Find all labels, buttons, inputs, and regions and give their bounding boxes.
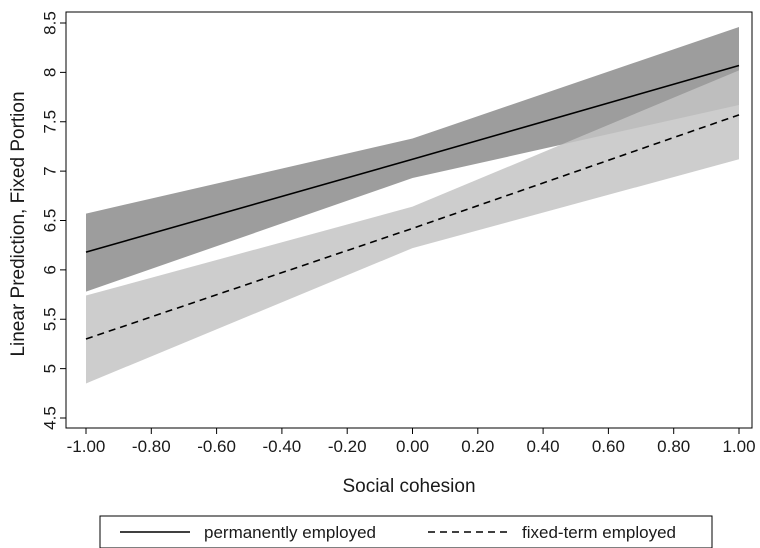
legend-box <box>99 515 713 548</box>
x-tick-label: 1.00 <box>722 437 755 456</box>
y-tick-label: 5 <box>40 364 59 373</box>
legend-label-fixed-term-employed: fixed-term employed <box>522 523 676 542</box>
x-tick-label: 0.60 <box>592 437 625 456</box>
y-tick-label: 4.5 <box>40 406 59 430</box>
y-tick-label: 8.5 <box>40 11 59 35</box>
y-axis-title: Linear Prediction, Fixed Portion <box>8 91 29 356</box>
x-tick-label: 0.80 <box>657 437 690 456</box>
y-tick-label: 5.5 <box>40 307 59 331</box>
legend: permanently employed fixed-term employed <box>99 515 713 548</box>
y-tick-label: 6.5 <box>40 209 59 233</box>
x-tick-label: -0.20 <box>328 437 367 456</box>
prediction-lines <box>85 64 740 340</box>
series-line-fixed-term-employed <box>85 114 740 340</box>
x-tick-label: 0.20 <box>461 437 494 456</box>
x-axis-title: Social cohesion <box>342 476 475 497</box>
series-line-permanently-employed <box>85 64 740 253</box>
x-tick-label: 0.40 <box>527 437 560 456</box>
y-tick-label: 8 <box>40 68 59 77</box>
ci-band-fixed-term-employed <box>86 70 739 384</box>
y-tick-label: 7.5 <box>40 110 59 134</box>
x-tick-label: -1.00 <box>67 437 106 456</box>
y-tick-label: 7 <box>40 166 59 175</box>
axes: -1.00 -0.80 -0.60 -0.40 -0.20 0.00 0.20 0.40 0.6… <box>40 11 755 456</box>
x-tick-label: -0.60 <box>197 437 236 456</box>
confidence-bands <box>86 26 739 384</box>
x-tick-label: 0.00 <box>396 437 429 456</box>
x-tick-label: -0.40 <box>263 437 302 456</box>
y-tick-label: 6 <box>40 265 59 274</box>
x-tick-label: -0.80 <box>132 437 171 456</box>
legend-label-permanently-employed: permanently employed <box>204 523 376 542</box>
